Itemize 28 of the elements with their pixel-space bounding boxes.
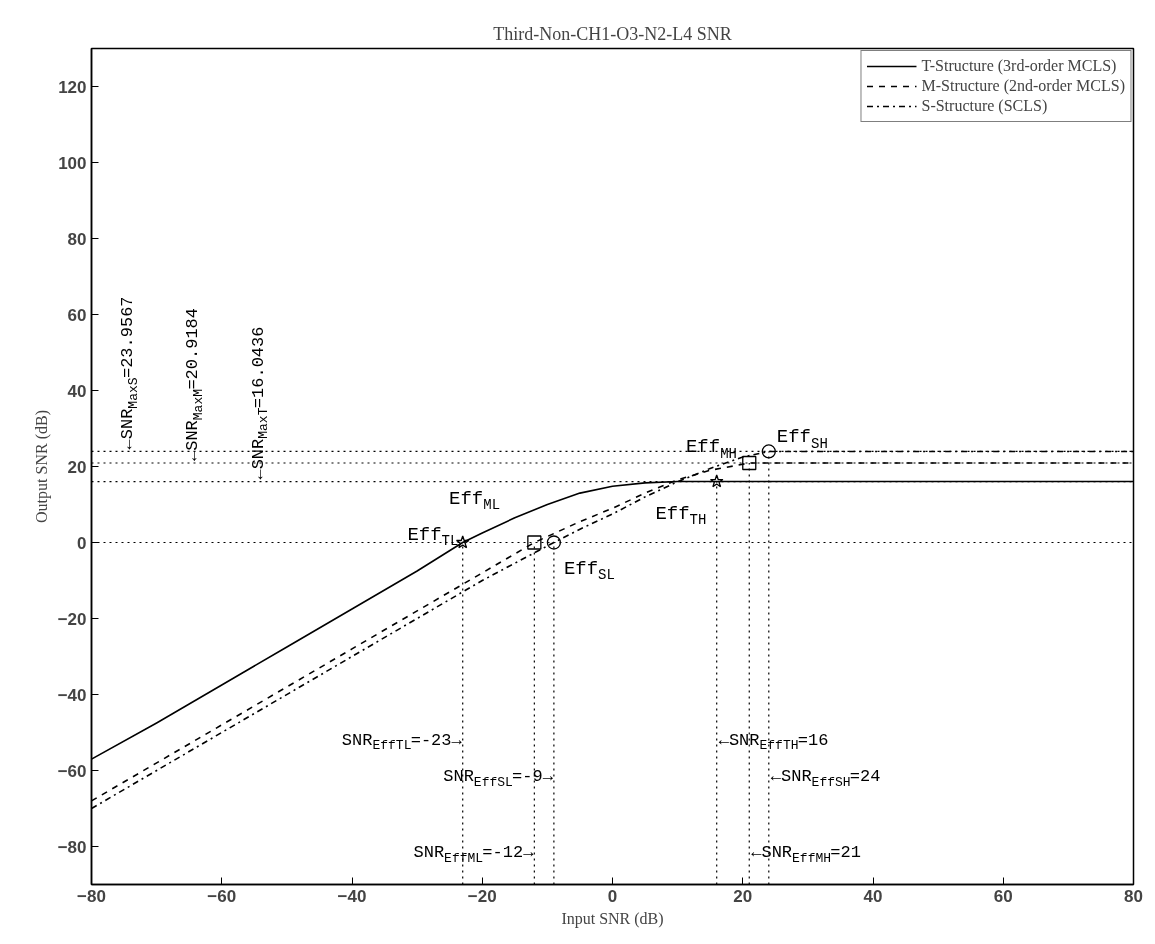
x-tick-label: 20 xyxy=(733,886,753,906)
ref-line-label: ←SNRMaxS=23.9567 xyxy=(118,296,142,450)
legend-label: S-Structure (SCLS) xyxy=(921,97,1048,115)
y-tick-label: 40 xyxy=(67,381,87,401)
x-tick-label: −20 xyxy=(467,886,497,906)
y-tick-label: −80 xyxy=(57,837,87,857)
y-tick-label: 60 xyxy=(67,305,87,325)
legend-label: M-Structure (2nd-order MCLS) xyxy=(921,77,1125,95)
chart-title: Third-Non-CH1-O3-N2-L4 SNR xyxy=(493,23,732,44)
x-tick-label: 0 xyxy=(607,886,618,906)
y-tick-label: 100 xyxy=(58,153,87,173)
y-tick-label: −40 xyxy=(57,685,87,705)
y-tick-label: −20 xyxy=(57,609,87,629)
y-tick-label: 120 xyxy=(58,77,87,97)
x-axis-title: Input SNR (dB) xyxy=(561,909,664,928)
ref-line-label: ←SNRMaxT=16.0436 xyxy=(248,326,272,480)
ref-line-label: ←SNRMaxM=20.9184 xyxy=(183,307,207,462)
x-tick-label: 80 xyxy=(1124,886,1143,906)
y-axis-title: Output SNR (dB) xyxy=(32,410,51,523)
x-tick-label: 40 xyxy=(863,886,883,906)
x-tick-label: 60 xyxy=(993,886,1013,906)
y-tick-label: −60 xyxy=(57,761,87,781)
y-tick-label: 20 xyxy=(67,457,87,477)
y-tick-label: 80 xyxy=(67,229,87,249)
y-tick-label: 0 xyxy=(77,533,87,553)
x-tick-label: −60 xyxy=(207,886,237,906)
legend-label: T-Structure (3rd-order MCLS) xyxy=(921,57,1117,75)
x-tick-label: −40 xyxy=(337,886,367,906)
